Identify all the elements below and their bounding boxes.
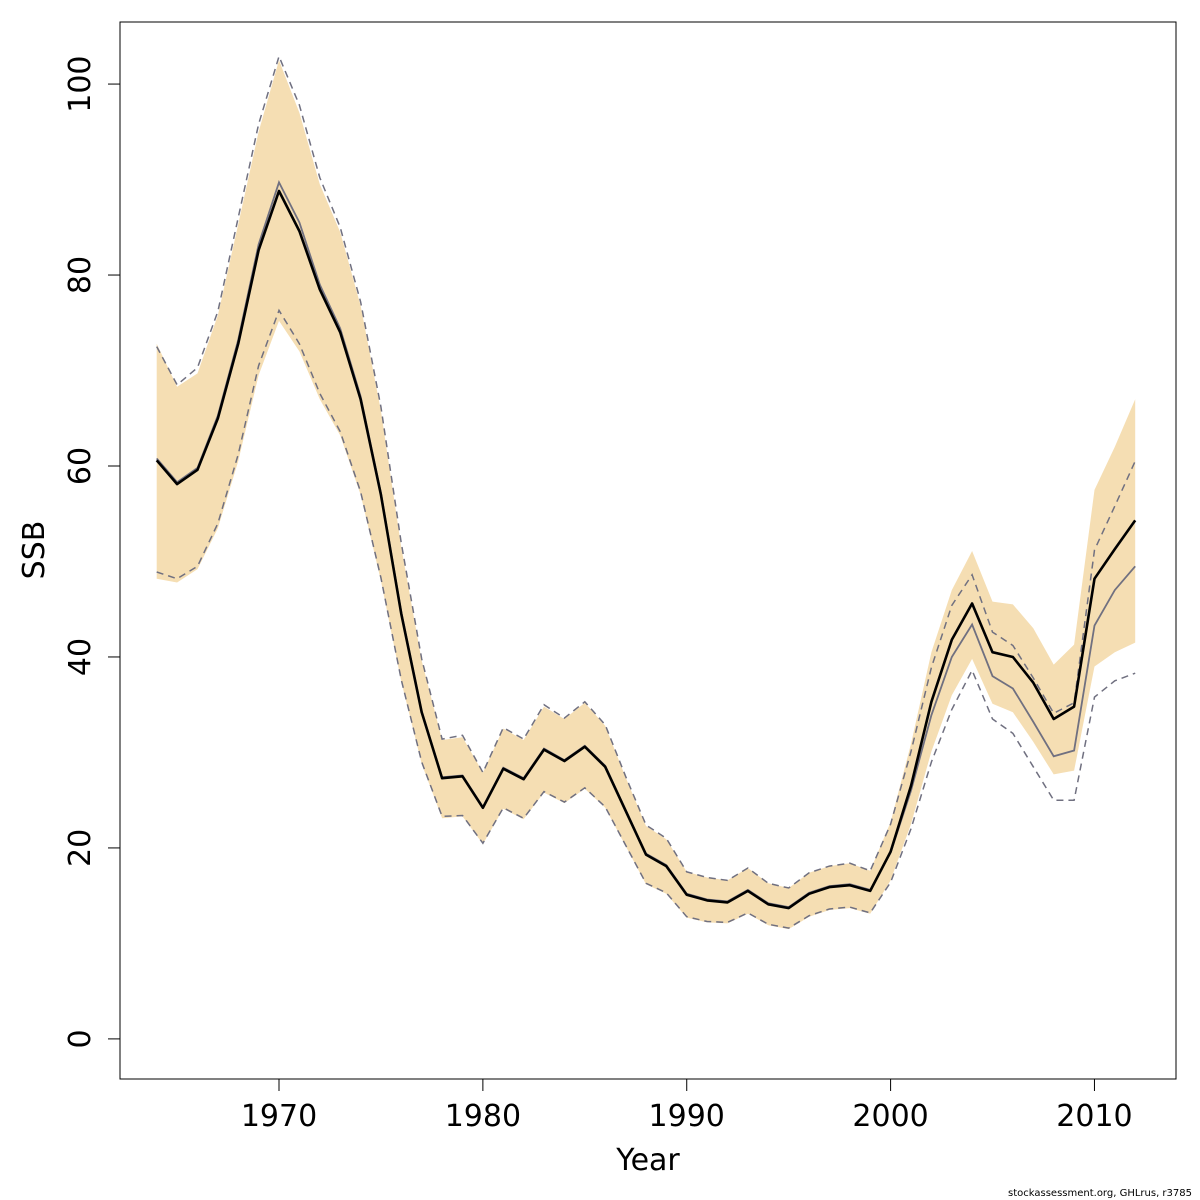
- x-axis-title: Year: [615, 1143, 680, 1178]
- plot-frame: [119, 21, 1177, 1080]
- x-tick-label: 2010: [1056, 1099, 1132, 1134]
- x-tick-label: 2000: [852, 1099, 928, 1134]
- y-tick-label: 60: [63, 447, 98, 485]
- x-tick-label: 1970: [241, 1099, 317, 1134]
- footnote: stockassessment.org, GHLrus, r3785: [1008, 1188, 1192, 1199]
- x-tick-label: 1990: [649, 1099, 725, 1134]
- y-tick-label: 40: [63, 638, 98, 676]
- x-tick-label: 1980: [445, 1099, 521, 1134]
- y-tick-label: 0: [63, 1029, 98, 1048]
- y-tick-label: 20: [63, 829, 98, 867]
- y-axis-title: SSB: [17, 521, 52, 580]
- retro-lower-line: [156, 308, 1136, 929]
- y-tick-label: 80: [63, 256, 98, 294]
- y-tick-label: 100: [63, 55, 98, 112]
- estimate-line: [155, 189, 1137, 910]
- axes: 1970 1980 1990 2000 2010 0 20 40 60 80 100: [63, 55, 1133, 1134]
- confidence-band: [156, 60, 1136, 930]
- retro-upper-line: [156, 54, 1136, 889]
- plot-area: [155, 54, 1137, 930]
